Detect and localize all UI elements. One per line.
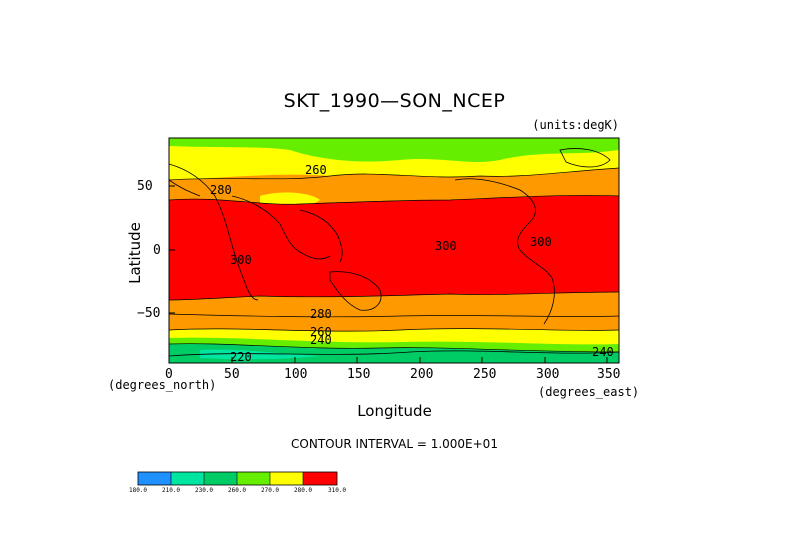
- contour-label: 280: [210, 183, 232, 197]
- units-label: (units:degK): [532, 118, 619, 132]
- x-tick-label: 250: [473, 367, 497, 382]
- y-tick-label: 0: [153, 243, 161, 258]
- contour-label: 300: [435, 239, 457, 253]
- legend-swatch: [204, 472, 237, 485]
- tick-marks: [169, 185, 608, 363]
- x-tick-label: 200: [410, 367, 434, 382]
- contour-label: 260: [305, 163, 327, 177]
- legend-label: 180.0: [128, 487, 148, 494]
- antarctic-cold-patch: [200, 349, 320, 360]
- legend-label: 310.0: [327, 487, 347, 494]
- legend-swatch: [138, 472, 171, 485]
- legend-swatch: [270, 472, 303, 485]
- y-unit-label: (degrees_north): [108, 378, 217, 392]
- contour-interval-text: CONTOUR INTERVAL = 1.000E+01: [291, 437, 498, 451]
- contour-label: 300: [230, 253, 252, 267]
- x-tick-label: 150: [347, 367, 371, 382]
- contour-lines: [169, 167, 619, 353]
- contour-label: 220: [230, 350, 252, 364]
- x-unit-label: (degrees_east): [538, 385, 640, 399]
- legend-label: 230.0: [194, 487, 214, 494]
- siberia-warm-patch: [200, 148, 300, 160]
- chart-title: SKT_1990—SON_NCEP: [283, 90, 506, 112]
- contour-label: 240: [592, 345, 614, 359]
- x-tick-label: 0: [165, 367, 173, 382]
- contour-label: 300: [530, 235, 552, 249]
- coastlines: [169, 148, 619, 357]
- contour-label: 280: [310, 307, 332, 321]
- northern-band-260: [169, 138, 619, 162]
- contour-label: 240: [310, 333, 332, 347]
- legend-label: 260.0: [227, 487, 247, 494]
- y-tick-label: 50: [137, 179, 153, 194]
- y-tick-label: −50: [137, 306, 161, 321]
- x-tick-label: 100: [284, 367, 308, 382]
- color-legend: [137, 471, 338, 486]
- legend-swatch: [237, 472, 270, 485]
- x-tick-label: 350: [597, 367, 621, 382]
- legend-swatch: [171, 472, 204, 485]
- x-tick-label: 50: [224, 367, 240, 382]
- legend-label: 280.0: [293, 487, 313, 494]
- x-axis-label: Longitude: [357, 402, 432, 420]
- legend-label: 270.0: [260, 487, 280, 494]
- contour-label: 260: [310, 325, 332, 339]
- legend-swatch: [303, 472, 337, 485]
- tropical-band-300: [169, 195, 619, 300]
- legend-label: 210.0: [161, 487, 181, 494]
- x-tick-label: 300: [536, 367, 560, 382]
